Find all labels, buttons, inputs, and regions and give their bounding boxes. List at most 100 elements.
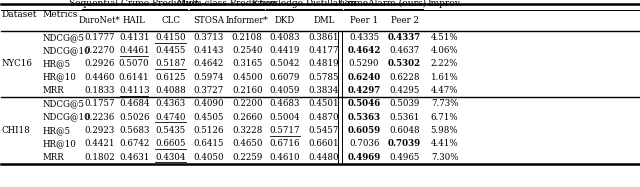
Text: 0.4337: 0.4337 <box>388 33 421 42</box>
Text: 0.1833: 0.1833 <box>84 86 115 95</box>
Text: 0.2259: 0.2259 <box>232 153 262 162</box>
Text: 0.4304: 0.4304 <box>156 153 186 162</box>
Text: 0.4501: 0.4501 <box>308 99 339 108</box>
Text: Peer 2: Peer 2 <box>390 16 419 25</box>
Text: NDCG@5: NDCG@5 <box>43 33 85 42</box>
Text: 0.2108: 0.2108 <box>232 33 262 42</box>
Text: 0.5361: 0.5361 <box>389 113 420 122</box>
Text: 0.4421: 0.4421 <box>84 139 115 148</box>
Text: 0.5683: 0.5683 <box>119 126 149 135</box>
Text: 0.4131: 0.4131 <box>119 33 149 42</box>
Text: 7.30%: 7.30% <box>431 153 458 162</box>
Text: 0.6742: 0.6742 <box>119 139 149 148</box>
Text: Dataset: Dataset <box>1 10 37 19</box>
Text: 0.3713: 0.3713 <box>194 33 224 42</box>
Text: HR@10: HR@10 <box>43 139 77 148</box>
Text: 0.4637: 0.4637 <box>390 46 420 55</box>
Text: Knowledge Distillation: Knowledge Distillation <box>252 0 356 8</box>
Text: HR@5: HR@5 <box>43 59 71 68</box>
Text: 0.2926: 0.2926 <box>84 59 115 68</box>
Text: 0.6079: 0.6079 <box>269 73 300 82</box>
Text: 0.4870: 0.4870 <box>308 113 339 122</box>
Text: Improv.: Improv. <box>427 0 462 8</box>
Text: 0.6716: 0.6716 <box>269 139 300 148</box>
Text: 0.6059: 0.6059 <box>348 126 381 135</box>
Text: Metrics: Metrics <box>43 10 78 19</box>
Text: 4.41%: 4.41% <box>431 139 458 148</box>
Text: 0.2923: 0.2923 <box>84 126 115 135</box>
Text: 0.1777: 0.1777 <box>84 33 115 42</box>
Text: 0.4455: 0.4455 <box>156 46 186 55</box>
Text: 0.4480: 0.4480 <box>308 153 339 162</box>
Text: 0.4090: 0.4090 <box>193 99 224 108</box>
Text: 0.3727: 0.3727 <box>194 86 224 95</box>
Text: 0.4177: 0.4177 <box>308 46 339 55</box>
Text: Informer*: Informer* <box>226 16 269 25</box>
Text: STOSA: STOSA <box>193 16 225 25</box>
Text: 0.6601: 0.6601 <box>308 139 339 148</box>
Text: 0.4642: 0.4642 <box>194 59 224 68</box>
Text: 0.4461: 0.4461 <box>119 46 149 55</box>
Text: NDCG@5: NDCG@5 <box>43 99 85 108</box>
Text: MRR: MRR <box>43 153 65 162</box>
Text: DML: DML <box>313 16 335 25</box>
Text: 0.3861: 0.3861 <box>308 33 339 42</box>
Text: 0.4150: 0.4150 <box>156 33 186 42</box>
Text: 0.4819: 0.4819 <box>308 59 339 68</box>
Text: 0.6240: 0.6240 <box>348 73 381 82</box>
Text: HR@5: HR@5 <box>43 126 71 135</box>
Text: 0.2270: 0.2270 <box>84 46 115 55</box>
Text: 0.6228: 0.6228 <box>389 73 420 82</box>
Text: 0.1802: 0.1802 <box>84 153 115 162</box>
Text: MRR: MRR <box>43 86 65 95</box>
Text: 0.6415: 0.6415 <box>194 139 224 148</box>
Text: 0.5290: 0.5290 <box>349 59 380 68</box>
Text: 0.5717: 0.5717 <box>269 126 300 135</box>
Text: 0.4505: 0.4505 <box>194 113 224 122</box>
Text: 0.4295: 0.4295 <box>389 86 420 95</box>
Text: 0.4143: 0.4143 <box>194 46 224 55</box>
Text: 0.5457: 0.5457 <box>308 126 339 135</box>
Text: 0.4059: 0.4059 <box>269 86 300 95</box>
Text: HAIL: HAIL <box>123 16 146 25</box>
Text: 0.5363: 0.5363 <box>348 113 381 122</box>
Text: 4.51%: 4.51% <box>431 33 458 42</box>
Text: NYC16: NYC16 <box>1 59 32 68</box>
Text: 2.22%: 2.22% <box>431 59 458 68</box>
Text: 0.6125: 0.6125 <box>156 73 186 82</box>
Text: 0.2160: 0.2160 <box>232 86 262 95</box>
Text: 0.2540: 0.2540 <box>232 46 262 55</box>
Text: 0.5070: 0.5070 <box>119 59 150 68</box>
Text: 0.4113: 0.4113 <box>119 86 149 95</box>
Text: 1.61%: 1.61% <box>431 73 458 82</box>
Text: 0.5187: 0.5187 <box>156 59 186 68</box>
Text: 0.5046: 0.5046 <box>348 99 381 108</box>
Text: 0.4650: 0.4650 <box>232 139 262 148</box>
Text: 0.4965: 0.4965 <box>389 153 420 162</box>
Text: 0.5435: 0.5435 <box>156 126 186 135</box>
Text: DKD: DKD <box>275 16 295 25</box>
Text: 0.4642: 0.4642 <box>348 46 381 55</box>
Text: 0.1757: 0.1757 <box>84 99 115 108</box>
Text: 0.5004: 0.5004 <box>269 113 300 122</box>
Text: 0.2236: 0.2236 <box>84 113 115 122</box>
Text: CHI18: CHI18 <box>1 126 30 135</box>
Text: 0.7036: 0.7036 <box>349 139 380 148</box>
Text: 7.73%: 7.73% <box>431 99 458 108</box>
Text: 4.47%: 4.47% <box>431 86 458 95</box>
Text: 0.4460: 0.4460 <box>84 73 115 82</box>
Text: Peer 1: Peer 1 <box>350 16 378 25</box>
Text: 0.3165: 0.3165 <box>232 59 262 68</box>
Text: CLC: CLC <box>161 16 180 25</box>
Text: HR@10: HR@10 <box>43 73 77 82</box>
Text: Multi-class Prediction: Multi-class Prediction <box>177 0 277 8</box>
Text: 0.4683: 0.4683 <box>269 99 300 108</box>
Text: 0.5042: 0.5042 <box>269 59 300 68</box>
Text: 0.4969: 0.4969 <box>348 153 381 162</box>
Text: 0.4083: 0.4083 <box>269 33 300 42</box>
Text: 0.5026: 0.5026 <box>119 113 149 122</box>
Text: 0.5785: 0.5785 <box>308 73 339 82</box>
Text: 0.2200: 0.2200 <box>232 99 262 108</box>
Text: 0.2660: 0.2660 <box>232 113 262 122</box>
Text: NDCG@10: NDCG@10 <box>43 46 91 55</box>
